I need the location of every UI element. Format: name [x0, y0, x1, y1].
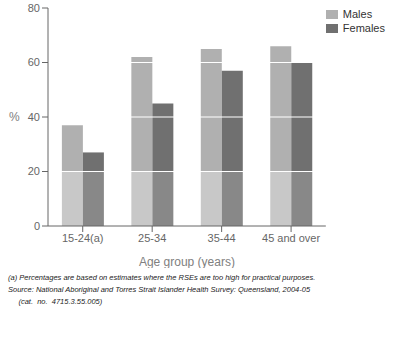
- svg-text:35-44: 35-44: [208, 232, 236, 244]
- svg-text:80: 80: [28, 2, 40, 14]
- svg-text:60: 60: [28, 56, 40, 68]
- svg-text:%: %: [9, 110, 20, 124]
- svg-text:20: 20: [28, 165, 40, 177]
- svg-text:45 and over: 45 and over: [262, 232, 320, 244]
- svg-text:40: 40: [28, 111, 40, 123]
- svg-text:15-24(a): 15-24(a): [62, 232, 104, 244]
- svg-text:25-34: 25-34: [138, 232, 166, 244]
- html-text:Source: National Aboriginal an: Source: National Aboriginal and Torres S…: [8, 285, 311, 294]
- html-text:(a) Percentages are based on e: (a) Percentages are based on estimates w…: [8, 273, 316, 282]
- html-text:Females: Females: [342, 22, 385, 34]
- svg-text:0: 0: [34, 220, 40, 232]
- svg-text:Age group (years): Age group (years): [139, 255, 235, 268]
- html-text:(cat. no. 4715.3.55.005): (cat. no. 4715.3.55.005): [8, 297, 103, 306]
- html-text:Males: Males: [342, 8, 373, 20]
